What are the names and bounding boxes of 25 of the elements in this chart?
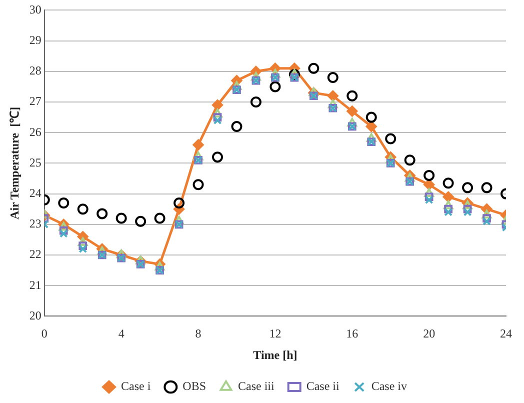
y-tick-label: 22 [29, 247, 42, 262]
y-tick-label: 26 [29, 124, 42, 139]
y-tick-label: 24 [29, 186, 42, 200]
x-tick-label: 0 [41, 326, 48, 341]
legend-label: Case ii [306, 379, 340, 394]
y-tick-label: 29 [29, 32, 42, 47]
legend-label: OBS [182, 379, 206, 394]
x-tick-label: 12 [269, 326, 282, 341]
y-axis-title: Air Temperature [℃] [7, 106, 22, 220]
y-tick-label: 30 [29, 2, 42, 16]
y-tick-label: 20 [29, 308, 42, 322]
y-tick-label: 25 [29, 155, 42, 170]
x-tick-label: 20 [423, 326, 436, 341]
x-tick-label: 8 [195, 326, 202, 341]
legend-label: Case i [121, 379, 152, 394]
y-tick-label: 23 [29, 216, 42, 231]
x-tick-label: 24 [500, 326, 512, 341]
x-tick-label: 16 [346, 326, 358, 341]
legend-label: Case iii [238, 379, 276, 394]
y-tick-label: 28 [29, 64, 42, 78]
y-tick-label: 21 [29, 278, 42, 292]
y-tick-label: 27 [29, 94, 42, 108]
x-axis-title: Time [h] [253, 348, 298, 362]
x-tick-label: 4 [118, 326, 124, 341]
legend-label: Case iv [371, 379, 408, 394]
